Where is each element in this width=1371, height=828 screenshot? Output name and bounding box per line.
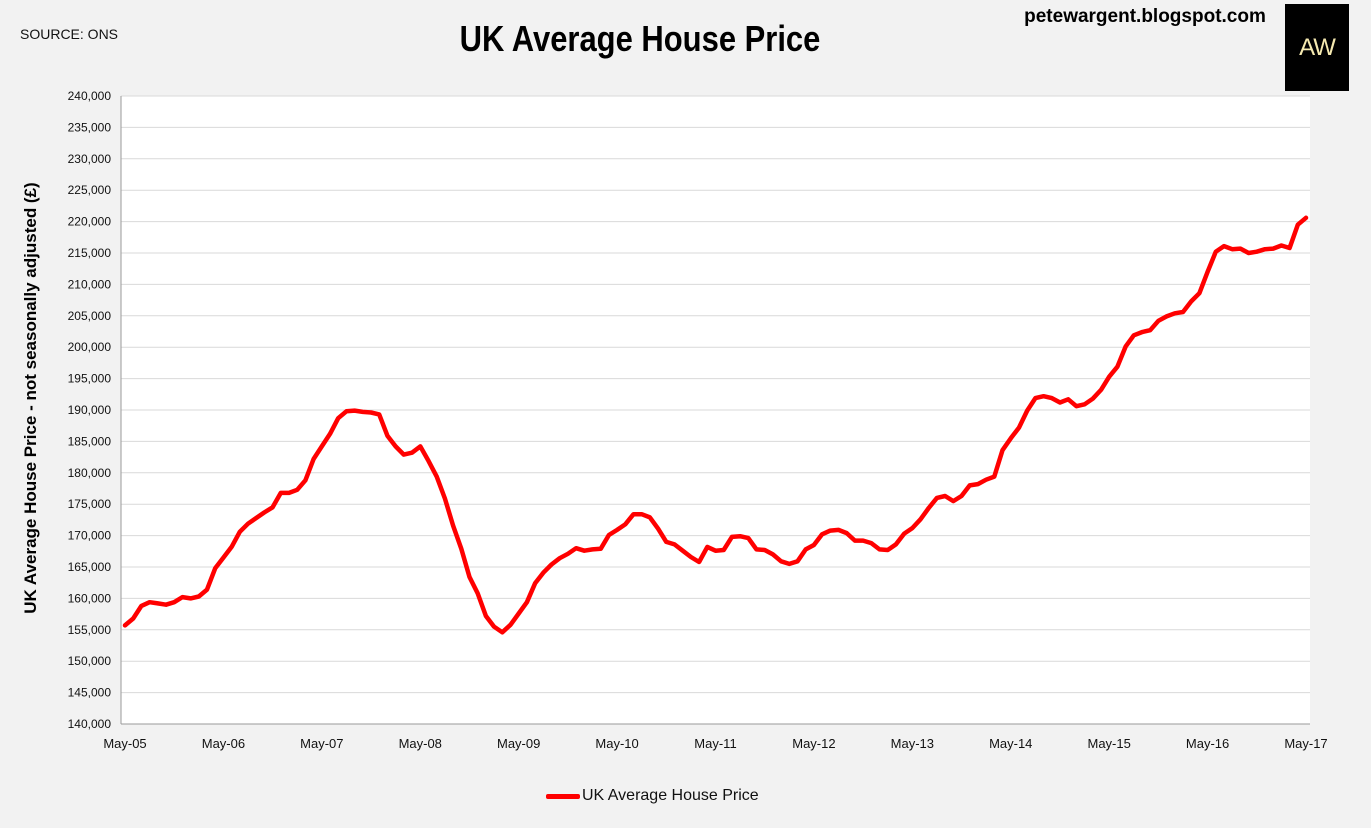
y-tick-label: 215,000 [68,246,112,260]
x-tick-label: May-05 [103,736,146,751]
aw-logo: AW [1285,4,1349,91]
y-tick-label: 175,000 [68,497,112,511]
y-tick-label: 195,000 [68,372,112,386]
legend-swatch [546,793,580,799]
series-line-uk-average-house-price [122,215,1309,635]
y-tick-label: 160,000 [68,591,112,605]
y-tick-label: 200,000 [68,340,112,354]
x-tick-label: May-13 [891,736,934,751]
y-tick-label: 165,000 [68,560,112,574]
x-tick-label: May-12 [792,736,835,751]
y-tick-label: 210,000 [68,277,112,291]
y-tick-label: 180,000 [68,466,112,480]
y-tick-label: 225,000 [68,183,112,197]
y-tick-label: 145,000 [68,686,112,700]
y-tick-label: 220,000 [68,215,112,229]
y-tick-label: 170,000 [68,529,112,543]
y-tick-label: 205,000 [68,309,112,323]
y-tick-label: 235,000 [68,120,112,134]
y-tick-label: 155,000 [68,623,112,637]
x-tick-label: May-10 [595,736,638,751]
x-tick-label: May-16 [1186,736,1229,751]
legend-label: UK Average House Price [582,787,759,804]
x-tick-label: May-07 [300,736,343,751]
x-tick-label: May-17 [1284,736,1327,751]
source-note: SOURCE: ONS [20,26,119,42]
y-tick-label: 240,000 [68,89,112,103]
x-tick-label: May-08 [399,736,442,751]
y-tick-label: 230,000 [68,152,112,166]
legend: UK Average House Price [546,787,759,805]
x-tick-label: May-14 [989,736,1032,751]
x-tick-label: May-15 [1087,736,1130,751]
x-tick-label: May-11 [694,736,736,751]
y-tick-label: 150,000 [68,654,112,668]
logo-text: AW [1299,33,1336,61]
y-tick-label: 185,000 [68,434,112,448]
x-tick-label: May-06 [202,736,245,751]
x-tick-label: May-09 [497,736,540,751]
chart-title: UK Average House Price [459,18,821,59]
blog-link[interactable]: petewargent.blogspot.com [1024,6,1266,27]
y-tick-label: 140,000 [68,717,112,731]
y-tick-label: 190,000 [68,403,112,417]
